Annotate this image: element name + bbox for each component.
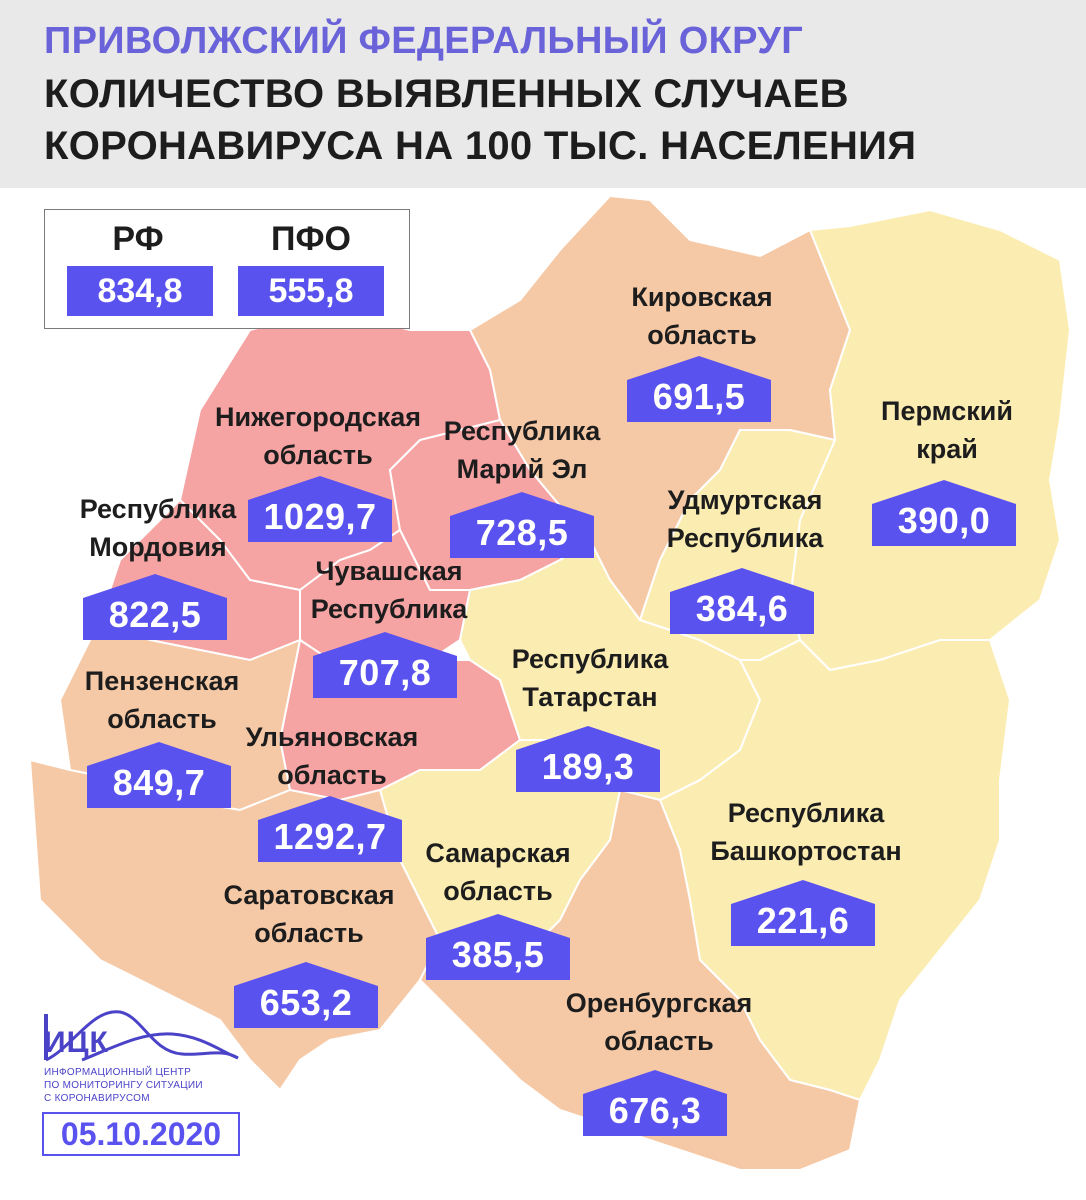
- logo-subtitle: ИНФОРМАЦИОННЫЙ ЦЕНТР ПО МОНИТОРИНГУ СИТУ…: [44, 1067, 203, 1104]
- region-label-penza: Пензенская область: [84, 666, 240, 734]
- region-orenburg: [418, 788, 862, 1171]
- region-label-ulyanovsk: Ульяновская область: [245, 722, 419, 790]
- region-label-tatarstan: Республика Татарстан: [511, 644, 669, 712]
- value-badge-mari-el: 728,5: [450, 492, 594, 558]
- date-stamp: 05.10.2020: [42, 1112, 240, 1156]
- legend-rf-label: РФ: [112, 220, 164, 258]
- value-badge-mordovia: 822,5: [83, 574, 227, 640]
- value-badge-penza: 849,7: [87, 742, 231, 808]
- region-label-nizhny-novgorod: Нижегородская область: [215, 402, 421, 470]
- region-label-mordovia: Республика Мордовия: [79, 494, 237, 562]
- legend-pfo-label: ПФО: [271, 220, 351, 258]
- value-badge-saratov: 653,2: [234, 962, 378, 1028]
- legend-rf-value: 834,8: [67, 266, 213, 316]
- logo-text: ИЦК: [44, 1026, 109, 1059]
- value-badge-ulyanovsk: 1292,7: [258, 796, 402, 862]
- region-label-orenburg: Оренбургская область: [565, 988, 753, 1056]
- legend-box: РФ 834,8 ПФО 555,8: [44, 209, 410, 329]
- value-badge-chuvashia: 707,8: [313, 632, 457, 698]
- district-title: ПРИВОЛЖСКИЙ ФЕДЕРАЛЬНЫЙ ОКРУГ: [44, 20, 804, 62]
- region-label-mari-el: Республика Марий Эл: [443, 416, 601, 484]
- legend-pfo-value: 555,8: [238, 266, 384, 316]
- header-bar: ПРИВОЛЖСКИЙ ФЕДЕРАЛЬНЫЙ ОКРУГ КОЛИЧЕСТВО…: [0, 0, 1086, 188]
- subtitle-line-1: КОЛИЧЕСТВО ВЫЯВЛЕННЫХ СЛУЧАЕВ: [44, 72, 849, 116]
- subtitle-line-2: КОРОНАВИРУСА НА 100 ТЫС. НАСЕЛЕНИЯ: [44, 124, 917, 168]
- value-badge-perm: 390,0: [872, 480, 1016, 546]
- value-badge-kirov: 691,5: [627, 356, 771, 422]
- region-label-udmurtia: Удмуртская Республика: [666, 485, 824, 553]
- region-label-chuvashia: Чувашская Республика: [310, 556, 468, 624]
- value-badge-udmurtia: 384,6: [670, 568, 814, 634]
- region-label-saratov: Саратовская область: [223, 880, 395, 948]
- region-label-kirov: Кировская область: [631, 282, 773, 350]
- value-badge-samara: 385,5: [426, 914, 570, 980]
- value-badge-nizhny-novgorod: 1029,7: [248, 476, 392, 542]
- region-label-perm: Пермский край: [881, 396, 1013, 464]
- value-badge-tatarstan: 189,3: [516, 726, 660, 792]
- region-label-bashkortostan: Республика Башкортостан: [710, 798, 902, 866]
- ick-logo-icon: [44, 1010, 239, 1062]
- value-badge-bashkortostan: 221,6: [731, 880, 875, 946]
- region-label-samara: Самарская область: [425, 838, 571, 906]
- value-badge-orenburg: 676,3: [583, 1070, 727, 1136]
